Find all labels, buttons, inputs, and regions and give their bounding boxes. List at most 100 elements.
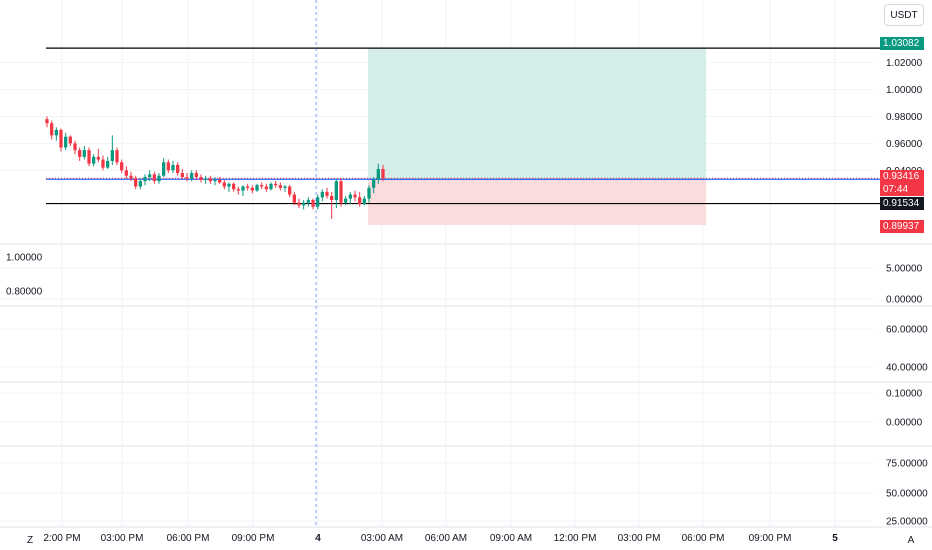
candle-body <box>358 197 362 204</box>
indicator-tick-label: 0.00000 <box>886 418 923 429</box>
candle-body <box>115 150 119 163</box>
candle-body <box>157 175 161 182</box>
candle-body <box>306 199 310 203</box>
candle-body <box>255 185 259 191</box>
price-axis[interactable]: 1.020001.000000.980000.960000.940005.000… <box>6 58 928 527</box>
candle-body <box>260 185 264 187</box>
indicator-tick-label: 75.00000 <box>886 459 928 470</box>
candle-body <box>353 194 357 198</box>
time-tick-label: 2:00 PM <box>43 533 80 544</box>
price-tick-label: 1.02000 <box>886 58 923 69</box>
candle-body <box>92 156 96 164</box>
candle-body <box>236 189 240 191</box>
time-tick-label: 4 <box>315 533 321 544</box>
time-tick-label: 12:00 PM <box>554 533 597 544</box>
candle-body <box>274 183 278 186</box>
candle-body <box>362 198 366 204</box>
candle-body <box>45 119 49 124</box>
price-tick-label: 0.98000 <box>886 112 923 123</box>
indicator-tick-label: 40.00000 <box>886 363 928 374</box>
candle-body <box>78 150 82 157</box>
candle-body <box>339 181 343 203</box>
candle-body <box>325 191 329 196</box>
time-tick-label: 09:00 PM <box>232 533 275 544</box>
candle-body <box>376 169 380 180</box>
price-tick-label: 0.96000 <box>886 139 923 150</box>
candle-body <box>246 186 250 188</box>
time-tick-label: 09:00 AM <box>490 533 532 544</box>
price-tick-label: 1.00000 <box>886 85 923 96</box>
candle-body <box>171 164 175 171</box>
auto-zoom-button[interactable]: Z <box>26 534 34 546</box>
candle-body <box>185 177 189 179</box>
profit-zone <box>368 48 706 180</box>
candles <box>45 116 385 219</box>
candle-body <box>54 129 58 136</box>
candle-body <box>344 198 348 203</box>
indicator-tick-label: 5.00000 <box>886 264 923 275</box>
candle-body <box>204 178 208 180</box>
candle-body <box>96 156 100 160</box>
candle-body <box>180 173 184 178</box>
indicator-tick-label: 50.00000 <box>886 489 928 500</box>
candle-body <box>227 183 231 187</box>
candle-body <box>241 186 245 191</box>
candle-body <box>134 178 138 187</box>
time-tick-label: 06:00 AM <box>425 533 467 544</box>
horizontal-lines[interactable] <box>46 47 880 205</box>
candle-body <box>334 181 338 200</box>
candle-body <box>101 159 105 168</box>
candle-body <box>381 169 385 179</box>
time-tick-label: 06:00 PM <box>167 533 210 544</box>
candle-body <box>213 179 217 182</box>
indicator-tick-label: 0.00000 <box>886 295 923 306</box>
candle-body <box>372 179 376 188</box>
candle-body <box>320 191 324 198</box>
candle-body <box>176 164 180 174</box>
candle-body <box>82 150 86 157</box>
candle-body <box>218 179 222 183</box>
currency-button[interactable]: USDT <box>884 4 924 26</box>
stop-price-tag: 0.89937 <box>880 220 924 233</box>
candle-body <box>64 136 68 148</box>
candle-body <box>162 162 166 176</box>
indicator-left-tick-label: 1.00000 <box>6 253 43 264</box>
target-price-tag: 1.03082 <box>880 37 924 50</box>
candle-body <box>120 162 124 171</box>
auto-scale-button[interactable]: A <box>907 534 915 546</box>
candle-body <box>208 178 212 182</box>
loss-zone <box>368 179 706 226</box>
indicator-tick-label: 25.00000 <box>886 517 928 528</box>
time-axis[interactable]: 2:00 PM 03:00 PM 06:00 PM 09:00 PM 4 03:00 AM… <box>43 533 838 544</box>
candle-body <box>50 123 54 136</box>
candle-body <box>124 170 128 176</box>
candle-body <box>302 202 306 206</box>
candle-body <box>283 186 287 188</box>
candle-body <box>110 150 114 161</box>
time-tick-label: 06:00 PM <box>682 533 725 544</box>
candle-body <box>292 194 296 203</box>
candle-body <box>278 185 282 188</box>
position-zones[interactable] <box>368 48 706 226</box>
countdown-tag: 07:44 <box>880 183 924 196</box>
candle-body <box>59 129 63 148</box>
pane-dividers[interactable] <box>0 243 932 528</box>
candle-body <box>68 136 72 144</box>
stop-line-price-tag: 0.91534 <box>880 197 924 210</box>
candle-body <box>367 187 371 199</box>
candle-body <box>152 174 156 182</box>
candle-body <box>250 187 254 191</box>
candle-body <box>129 175 133 179</box>
candle-body <box>264 186 268 190</box>
indicator-tick-label: 0.10000 <box>886 389 923 400</box>
candle-body <box>87 150 91 164</box>
candle-body <box>330 195 334 200</box>
candle-body <box>148 174 152 178</box>
candle-body <box>348 194 352 199</box>
candle-body <box>194 173 198 178</box>
time-tick-label: 09:00 PM <box>749 533 792 544</box>
candle-body <box>316 197 320 207</box>
indicator-left-tick-label: 0.80000 <box>6 287 43 298</box>
candle-body <box>138 181 142 187</box>
